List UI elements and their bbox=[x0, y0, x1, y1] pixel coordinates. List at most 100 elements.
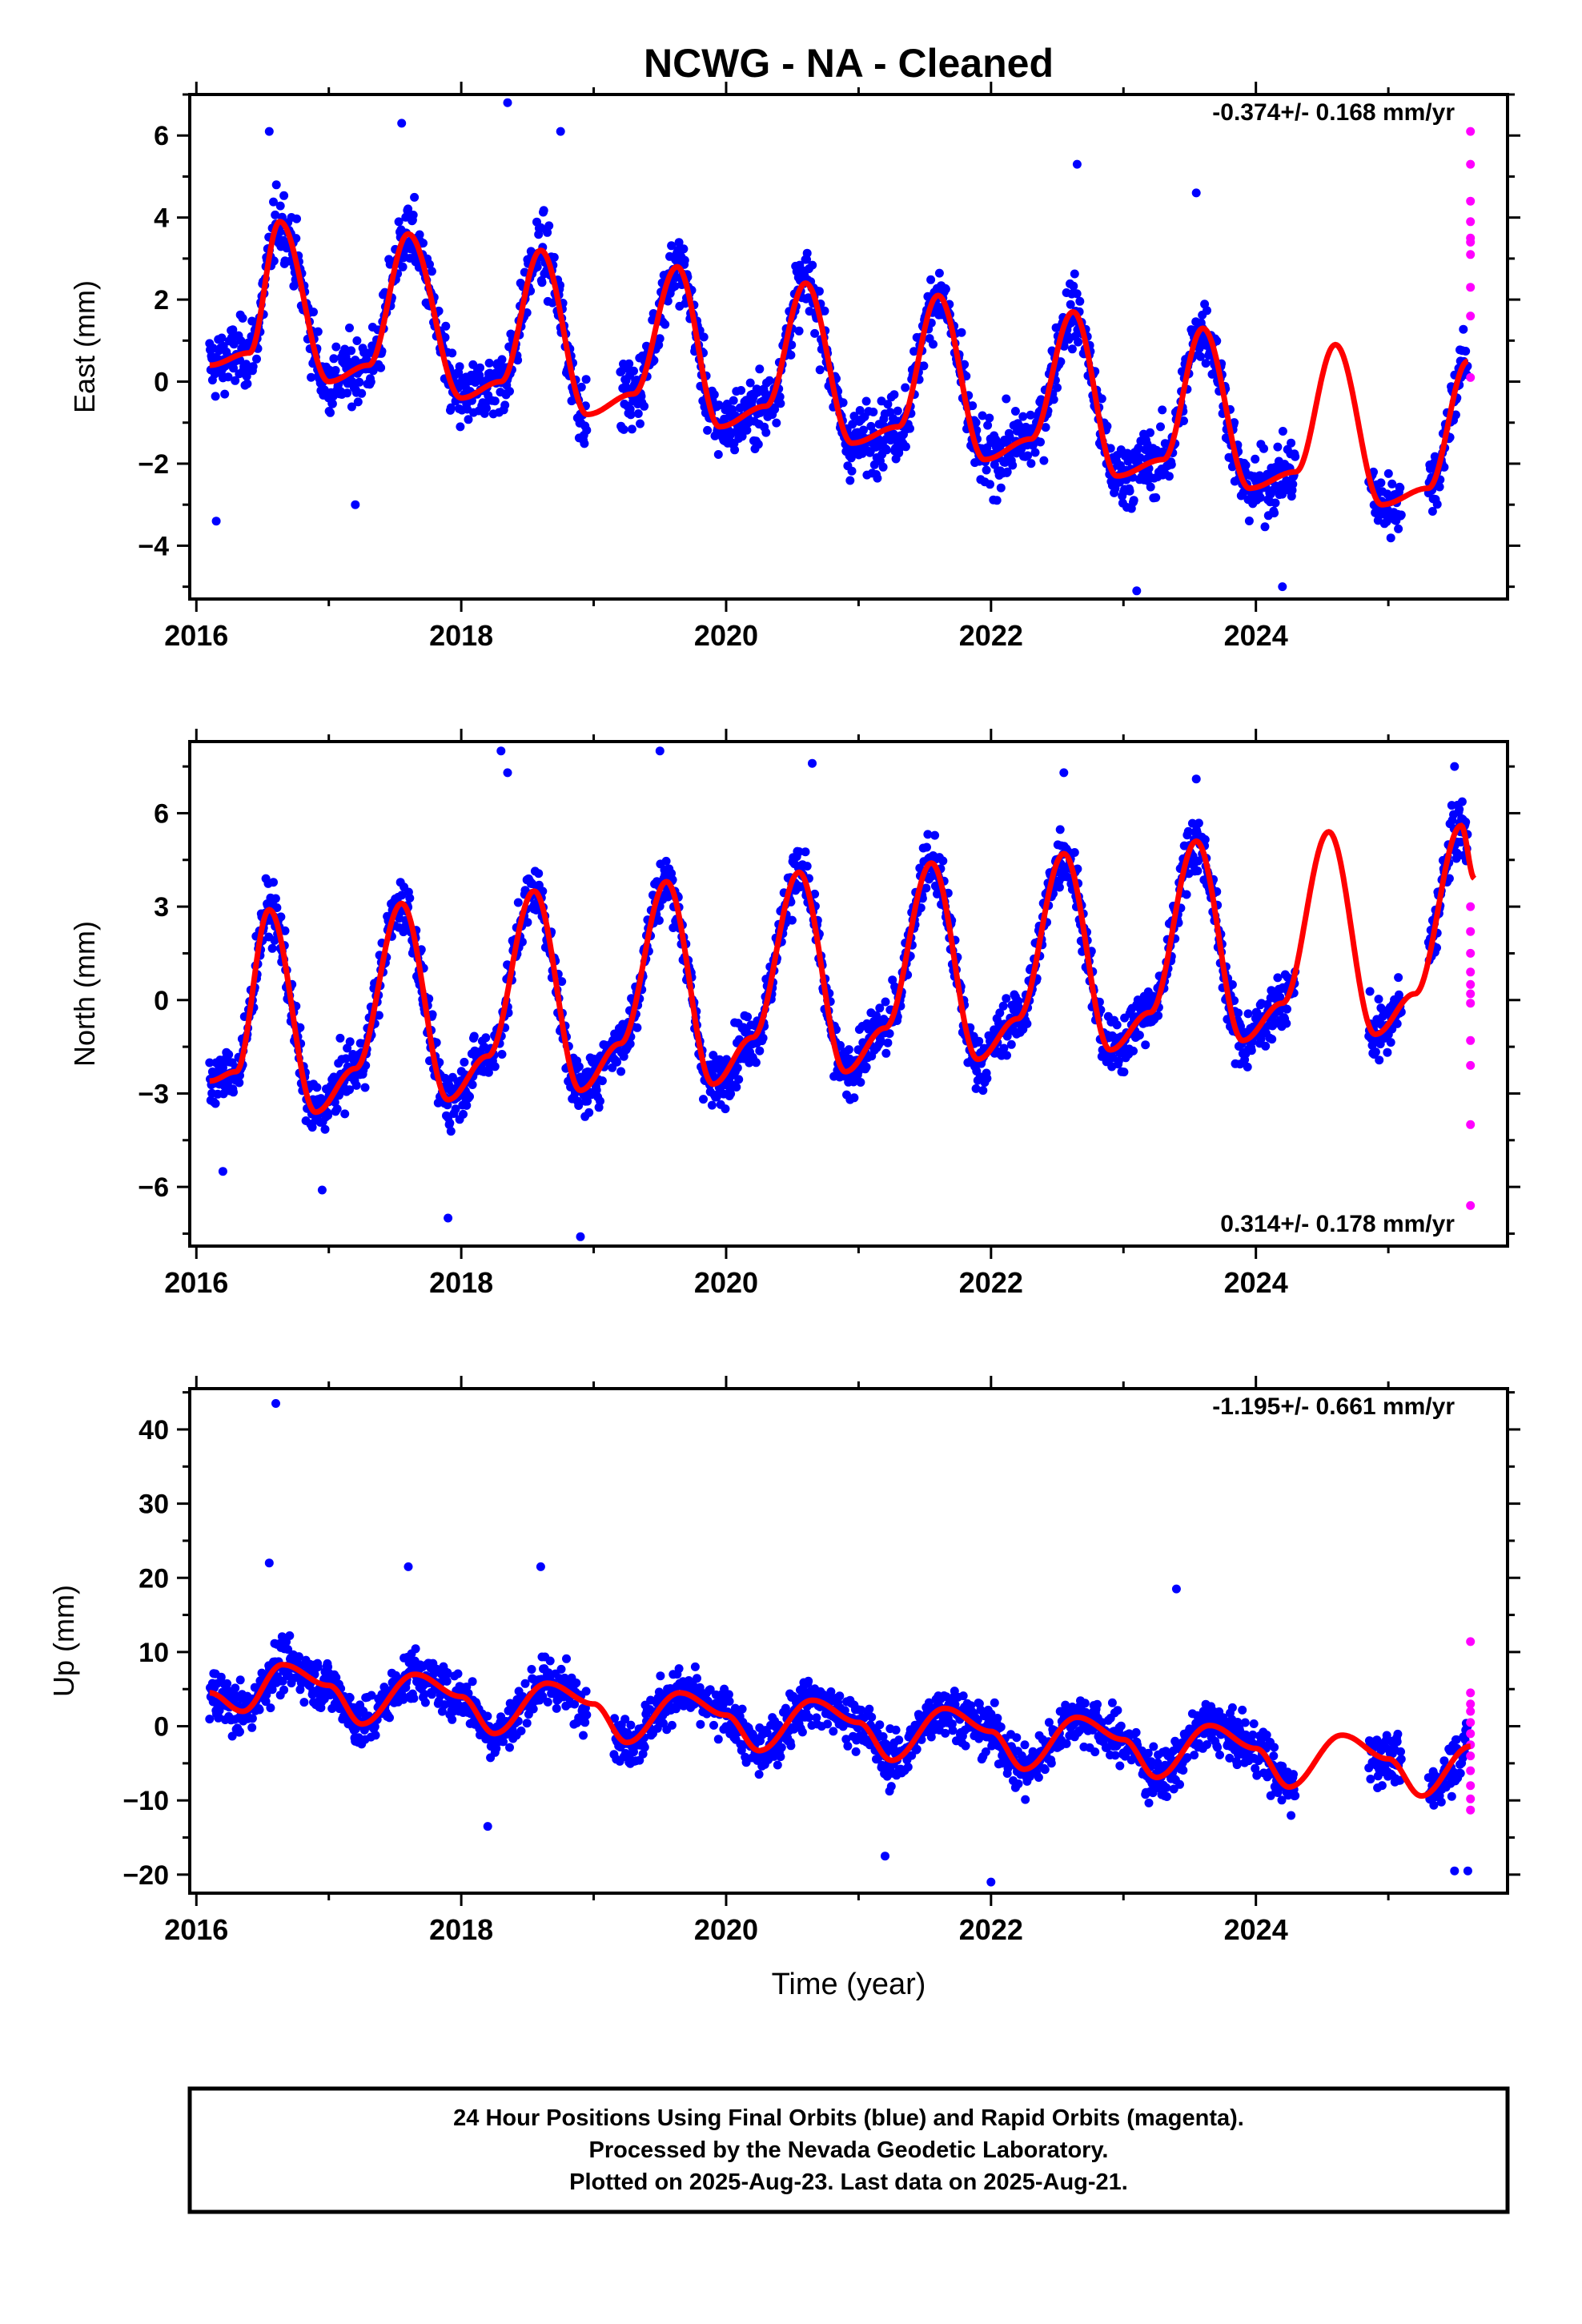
data-point bbox=[737, 432, 747, 441]
outlier-point bbox=[1450, 762, 1460, 771]
data-point bbox=[247, 1723, 257, 1732]
east-model-curve bbox=[209, 219, 1469, 508]
data-point bbox=[465, 1092, 474, 1101]
data-point bbox=[523, 918, 532, 927]
data-point bbox=[1392, 1019, 1402, 1028]
data-point bbox=[893, 406, 902, 416]
data-point bbox=[584, 1108, 594, 1117]
data-point bbox=[755, 1046, 765, 1055]
data-point bbox=[1387, 479, 1397, 489]
data-point bbox=[420, 1698, 430, 1707]
data-point bbox=[579, 1731, 588, 1740]
data-point bbox=[574, 1062, 584, 1072]
data-point bbox=[427, 267, 436, 276]
data-point bbox=[1075, 296, 1085, 306]
data-point bbox=[405, 894, 415, 903]
data-point bbox=[1056, 357, 1066, 367]
x-tick-label: 2024 bbox=[1224, 619, 1288, 652]
data-point bbox=[374, 1011, 383, 1020]
data-point bbox=[597, 1076, 607, 1086]
data-point bbox=[1193, 866, 1203, 875]
data-point bbox=[930, 830, 940, 840]
data-point bbox=[446, 1127, 456, 1136]
x-tick-label: 2016 bbox=[164, 1266, 228, 1299]
east-rate-label: -0.374+/- 0.168 mm/yr bbox=[1212, 99, 1455, 126]
data-point bbox=[1036, 437, 1045, 447]
rapid-point bbox=[1466, 1060, 1476, 1070]
data-point bbox=[627, 424, 636, 434]
outlier-point bbox=[1191, 774, 1201, 784]
y-tick-label: 2 bbox=[154, 285, 169, 316]
data-point bbox=[968, 401, 978, 411]
outlier-point bbox=[317, 1185, 327, 1195]
data-point bbox=[1067, 344, 1077, 354]
data-point bbox=[1134, 1031, 1144, 1040]
data-point bbox=[235, 1727, 244, 1736]
data-point bbox=[770, 404, 780, 414]
data-point bbox=[656, 1671, 665, 1681]
data-point bbox=[1141, 1040, 1150, 1050]
data-point bbox=[1008, 460, 1018, 470]
data-point bbox=[205, 1058, 215, 1068]
data-point bbox=[612, 1057, 621, 1067]
east-rapid-points bbox=[1466, 127, 1476, 382]
data-point bbox=[1182, 890, 1191, 899]
data-point bbox=[709, 1051, 718, 1060]
data-point bbox=[808, 260, 817, 270]
data-point bbox=[1054, 883, 1064, 892]
data-point bbox=[516, 1726, 526, 1735]
data-point bbox=[1435, 482, 1444, 492]
rapid-point bbox=[1466, 948, 1476, 958]
data-point bbox=[810, 328, 820, 338]
data-point bbox=[464, 415, 473, 424]
data-point bbox=[1383, 468, 1393, 478]
x-tick-label: 2022 bbox=[959, 1266, 1023, 1299]
data-point bbox=[938, 856, 948, 866]
data-point bbox=[1179, 416, 1188, 425]
data-point bbox=[889, 390, 899, 400]
data-point bbox=[847, 466, 857, 476]
data-point bbox=[1260, 522, 1270, 532]
data-point bbox=[1146, 428, 1154, 437]
data-point bbox=[680, 255, 689, 265]
data-point bbox=[838, 398, 848, 408]
y-tick-label: 10 bbox=[139, 1638, 169, 1668]
data-point bbox=[881, 1048, 891, 1058]
data-point bbox=[1010, 407, 1020, 416]
data-point bbox=[849, 1093, 859, 1103]
data-point bbox=[596, 1096, 604, 1106]
y-tick-label: 0 bbox=[154, 368, 169, 398]
x-tick-label: 2024 bbox=[1224, 1266, 1288, 1299]
data-point bbox=[490, 396, 500, 406]
data-point bbox=[408, 211, 418, 219]
data-point bbox=[922, 842, 931, 852]
data-point bbox=[1151, 493, 1161, 502]
data-point bbox=[1244, 517, 1254, 525]
data-point bbox=[580, 1718, 590, 1727]
data-point bbox=[248, 362, 258, 372]
data-point bbox=[235, 1078, 244, 1088]
data-point bbox=[794, 847, 804, 856]
data-point bbox=[1134, 443, 1143, 452]
data-point bbox=[1023, 451, 1033, 460]
data-point bbox=[1022, 1019, 1032, 1028]
data-point bbox=[985, 413, 994, 423]
data-point bbox=[1002, 467, 1012, 476]
data-point bbox=[446, 403, 456, 412]
data-point bbox=[343, 388, 352, 398]
data-point bbox=[582, 425, 592, 435]
data-point bbox=[340, 1109, 350, 1119]
data-point bbox=[855, 406, 865, 415]
data-point bbox=[734, 1075, 744, 1084]
data-point bbox=[941, 284, 950, 294]
data-point bbox=[545, 1656, 555, 1666]
y-tick-label: −3 bbox=[138, 1079, 169, 1109]
rapid-point bbox=[1466, 927, 1476, 936]
data-point bbox=[923, 830, 933, 839]
outlier-point bbox=[444, 1213, 453, 1223]
data-point bbox=[889, 429, 898, 439]
data-point bbox=[820, 306, 829, 316]
outlier-point bbox=[218, 1167, 227, 1176]
data-point bbox=[231, 1683, 240, 1693]
